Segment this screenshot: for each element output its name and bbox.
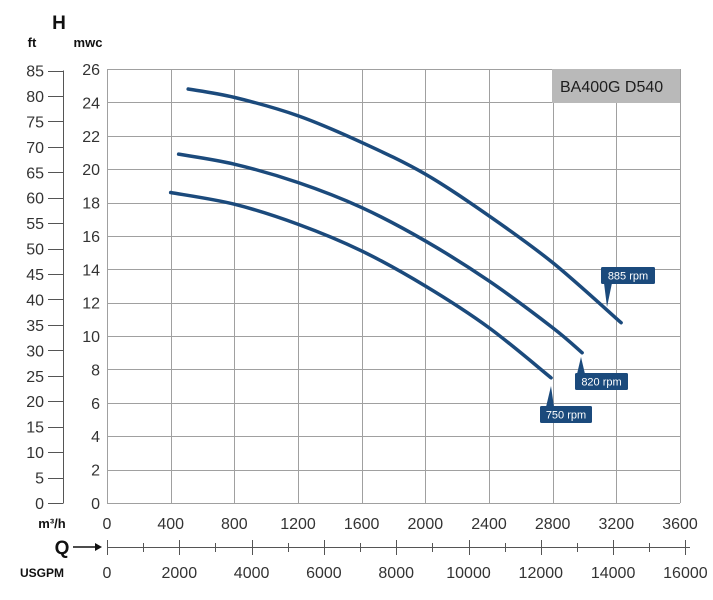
y-tick-label: 4 <box>91 429 100 446</box>
x-tick-label: 2800 <box>535 516 571 533</box>
grid <box>107 69 681 504</box>
y-tick-label: 2 <box>91 463 100 480</box>
ft-tick-label: 30 <box>26 343 44 360</box>
x-tick-label: 0 <box>103 516 112 533</box>
ft-tick-label: 65 <box>26 165 44 182</box>
series-label-text: 750 rpm <box>546 410 586 422</box>
series-line-820-rpm <box>176 152 584 355</box>
mwc-axis-unit: mwc <box>74 35 103 50</box>
usgpm-axis-unit: USGPM <box>20 566 64 580</box>
y-tick-label: 26 <box>82 62 100 79</box>
y-tick-label: 14 <box>82 262 100 279</box>
ft-tick-label: 0 <box>35 496 44 513</box>
x-tick-label: 800 <box>221 516 248 533</box>
x-tick-label: 3200 <box>599 516 635 533</box>
chart-title-background <box>552 69 680 103</box>
ft-tick-label: 15 <box>26 420 44 437</box>
ft-tick-label: 45 <box>26 267 44 284</box>
usgpm-tick-label: 16000 <box>663 565 708 582</box>
series-label-text: 885 rpm <box>608 271 648 283</box>
x-tick-label: 2000 <box>408 516 444 533</box>
y-tick-label: 0 <box>91 496 100 513</box>
x-tick-label: 2400 <box>471 516 507 533</box>
y-tick-label: 22 <box>82 129 100 146</box>
series-label-box <box>575 373 628 390</box>
usgpm-tick-label: 4000 <box>234 565 270 582</box>
x-tick-label: 1200 <box>280 516 316 533</box>
usgpm-tick-label: 0 <box>103 565 112 582</box>
series-label-pointer <box>577 357 585 374</box>
ft-tick-label: 80 <box>26 89 44 106</box>
y-tick-label: 18 <box>82 196 100 213</box>
chart-title-box: BA400G D540 <box>552 69 680 103</box>
usgpm-tick-label: 6000 <box>306 565 342 582</box>
ft-tick-label: 70 <box>26 140 44 157</box>
y-axis-symbol: H <box>52 13 66 34</box>
series-line-750-rpm <box>168 190 553 380</box>
arrow-right-icon <box>73 543 102 551</box>
ft-tick-label: 60 <box>26 191 44 208</box>
series-labels: 885 rpm 820 rpm 750 rpm <box>540 267 655 423</box>
usgpm-tick-label: 10000 <box>446 565 491 582</box>
ft-tick-label: 35 <box>26 318 44 335</box>
series-label-box <box>540 406 592 423</box>
x-axis-symbol: Q <box>55 538 70 559</box>
y-tick-label: 16 <box>82 229 100 246</box>
x-tick-label: 3600 <box>662 516 698 533</box>
usgpm-axis <box>107 540 690 555</box>
tick-labels: 0 400 800 1200 1600 2000 2400 2800 3200 360002468… <box>26 62 708 582</box>
series-line-885-rpm <box>186 87 623 325</box>
y-tick-label: 12 <box>82 296 100 313</box>
ft-tick-label: 50 <box>26 242 44 259</box>
ft-tick-label: 55 <box>26 216 44 233</box>
ft-tick-label: 85 <box>26 64 44 81</box>
ft-tick-label: 75 <box>26 114 44 131</box>
series-label-pointer <box>546 386 554 407</box>
chart-title: BA400G D540 <box>560 79 663 96</box>
x-tick-label: 400 <box>157 516 184 533</box>
series-lines <box>168 87 623 380</box>
series-label-820-rpm: 820 rpm <box>575 357 628 390</box>
y-tick-label: 8 <box>91 362 100 379</box>
ft-tick-label: 5 <box>35 471 44 488</box>
y-tick-label: 24 <box>82 95 100 112</box>
ft-tick-label: 40 <box>26 292 44 309</box>
ft-axis-unit: ft <box>28 35 37 50</box>
series-label-box <box>601 267 655 284</box>
series-label-750-rpm: 750 rpm <box>540 386 592 423</box>
usgpm-tick-label: 2000 <box>162 565 198 582</box>
m3h-axis-unit: m³/h <box>38 516 66 531</box>
ft-axis <box>48 70 64 504</box>
x-tick-label: 1600 <box>344 516 380 533</box>
y-tick-label: 6 <box>91 396 100 413</box>
usgpm-tick-label: 8000 <box>378 565 414 582</box>
series-label-885-rpm: 885 rpm <box>601 267 655 307</box>
series-label-text: 820 rpm <box>581 377 621 389</box>
ft-tick-label: 10 <box>26 445 44 462</box>
ft-tick-label: 20 <box>26 394 44 411</box>
usgpm-tick-label: 12000 <box>519 565 564 582</box>
ft-tick-label: 25 <box>26 369 44 386</box>
y-tick-label: 20 <box>82 162 100 179</box>
y-tick-label: 10 <box>82 329 100 346</box>
series-label-pointer <box>604 283 612 307</box>
usgpm-tick-label: 14000 <box>591 565 636 582</box>
